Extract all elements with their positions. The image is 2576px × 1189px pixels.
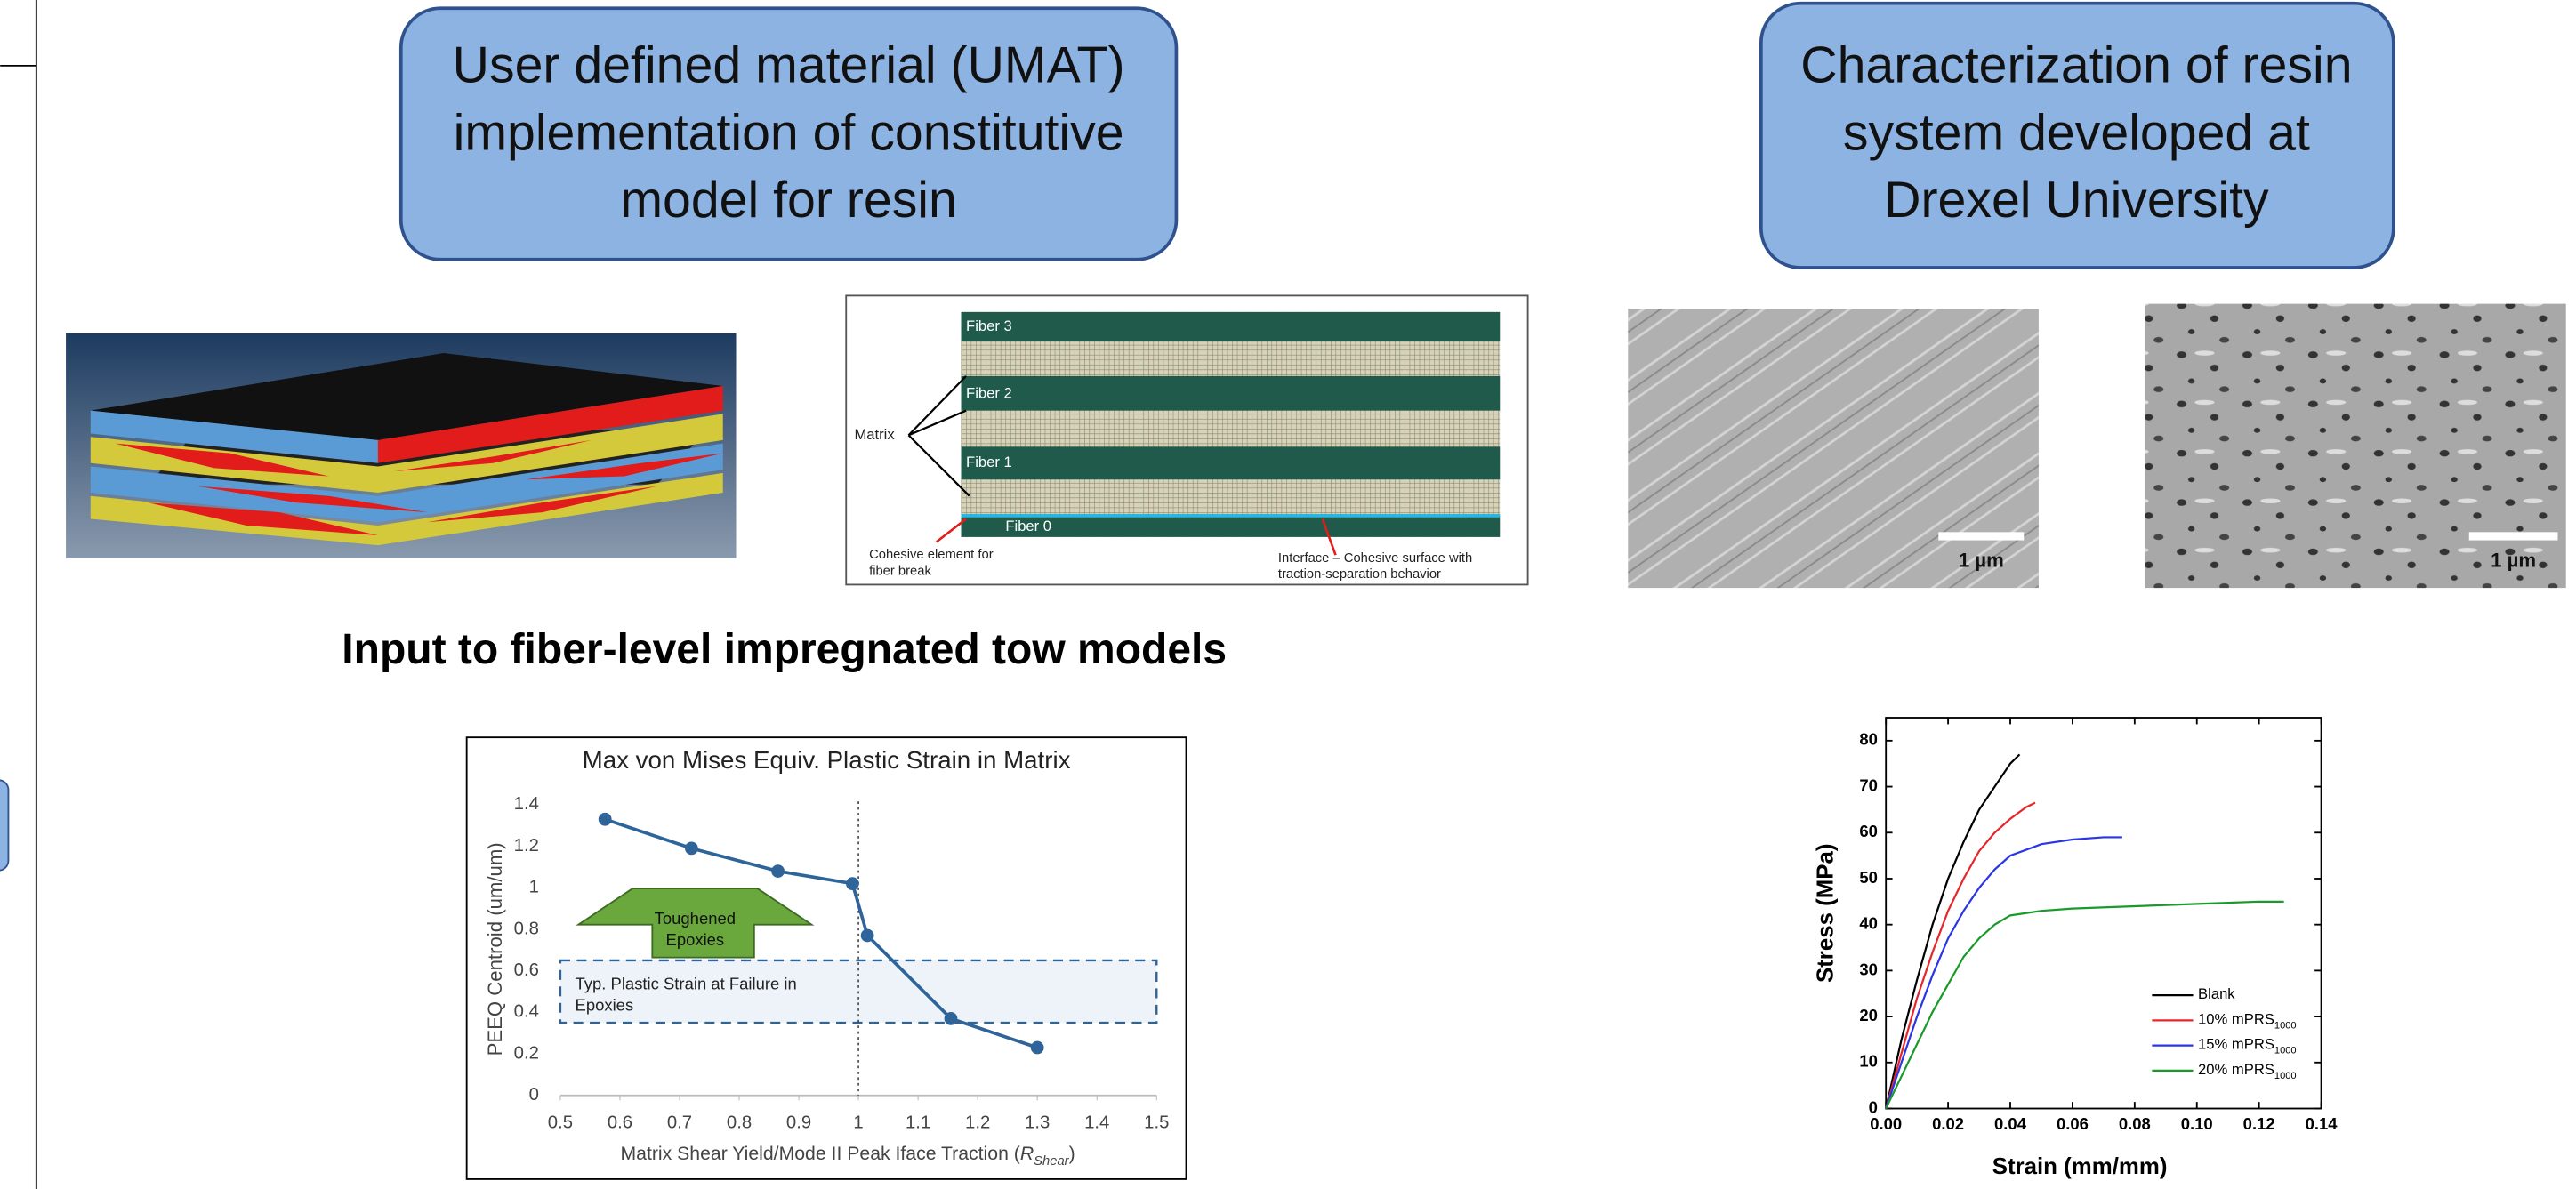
arrow-label: Toughened	[655, 909, 736, 928]
box-line: system developed at	[1843, 104, 2310, 161]
y-tick-label: 70	[1859, 775, 1878, 794]
x-tick-label: 0.6	[608, 1113, 632, 1132]
x-tick-label: 0.7	[667, 1113, 692, 1132]
y-tick-label: 60	[1859, 822, 1878, 840]
data-point	[1031, 1041, 1044, 1055]
laminate-image	[66, 333, 736, 558]
fiber-label: Fiber 0	[1005, 518, 1051, 534]
y-tick-label: 1.2	[514, 836, 539, 856]
x-tick-label: 0.12	[2243, 1114, 2275, 1133]
legend-subscript: 1000	[2274, 1071, 2297, 1081]
data-point	[771, 864, 785, 878]
legend-label: Blank	[2198, 985, 2235, 1002]
legend-label: 15% mPRS1000	[2198, 1036, 2297, 1056]
x-tick-label: 1	[853, 1113, 863, 1132]
x-tick-label: 1.2	[965, 1113, 990, 1132]
fiber-diagram: Fiber 3 Fiber 2 Fiber 1 Fiber 0 Matrix C…	[846, 295, 1527, 584]
data-point	[945, 1012, 958, 1025]
partial-box	[0, 780, 8, 871]
x-tick-label: 1.4	[1084, 1113, 1109, 1132]
section-heading: Input to fiber-level impregnated tow mod…	[342, 626, 1227, 673]
band-label: Epoxies	[576, 996, 634, 1015]
page: { "boxes":[ {"lines":["User defined mate…	[0, 0, 2576, 1189]
x-tick-label: 0.8	[727, 1113, 752, 1132]
y-tick-label: 1	[529, 878, 539, 897]
chart-frame	[467, 737, 1187, 1179]
fiber-label: Fiber 2	[966, 385, 1012, 402]
y-axis-label: Stress (MPa)	[1814, 843, 1839, 983]
x-tick-label: 0.04	[1994, 1114, 2027, 1133]
band-label: Typ. Plastic Strain at Failure in	[576, 975, 797, 993]
x-tick-label: 0.10	[2181, 1114, 2213, 1133]
legend-subscript: 1000	[2274, 1020, 2297, 1031]
chart-title: Max von Mises Equiv. Plastic Strain in M…	[583, 746, 1071, 774]
y-tick-label: 30	[1859, 960, 1878, 978]
legend-label: 20% mPRS1000	[2198, 1061, 2297, 1081]
x-tick-label: 0.14	[2306, 1114, 2339, 1133]
legend-subscript: 1000	[2274, 1046, 2297, 1056]
y-tick-label: 50	[1859, 868, 1878, 887]
cohesive-label: fiber break	[869, 565, 931, 579]
x-tick-label: 0.06	[2057, 1114, 2089, 1133]
fiber-label: Fiber 1	[966, 454, 1012, 470]
x-tick-label: 1.5	[1144, 1113, 1169, 1132]
x-tick-label: 0.08	[2119, 1114, 2151, 1133]
box-line: Characterization of resin	[1800, 37, 2352, 94]
box-line: User defined material (UMAT)	[453, 37, 1125, 94]
legend-name: 10% mPRS	[2198, 1011, 2274, 1028]
y-tick-label: 0	[529, 1085, 539, 1105]
y-tick-label: 0.6	[514, 960, 539, 980]
data-point	[685, 842, 698, 856]
x-axis-label: Strain (mm/mm)	[1992, 1154, 2168, 1179]
y-tick-label: 0.4	[514, 1002, 539, 1022]
y-tick-label: 0.2	[514, 1043, 539, 1063]
x-tick-label: 1.1	[906, 1113, 930, 1132]
scale-label: 1 µm	[2491, 549, 2536, 571]
data-line	[1886, 837, 2122, 1108]
y-tick-label: 80	[1859, 730, 1878, 749]
y-tick-label: 0.8	[514, 919, 539, 938]
legend-label: 10% mPRS1000	[2198, 1011, 2297, 1032]
matrix-label: Matrix	[854, 426, 895, 443]
y-tick-label: 20	[1859, 1006, 1878, 1024]
scale-label: 1 µm	[1959, 549, 2004, 571]
box-line: Drexel University	[1884, 172, 2269, 229]
y-tick-label: 10	[1859, 1052, 1878, 1071]
legend-name: 15% mPRS	[2198, 1036, 2274, 1053]
x-label-close: )	[1069, 1144, 1075, 1164]
interface-label: Interface – Cohesive surface with	[1278, 551, 1472, 566]
cohesive-label: Cohesive element for	[869, 548, 994, 562]
x-tick-label: 0.02	[1932, 1114, 1964, 1133]
y-tick-label: 40	[1859, 914, 1878, 933]
x-tick-label: 0.00	[1870, 1114, 1902, 1133]
data-point	[846, 877, 859, 890]
sem-image: 1 µm	[1628, 309, 2039, 588]
x-tick-label: 0.5	[548, 1113, 573, 1132]
x-label-symbol: R	[1020, 1144, 1034, 1164]
sem-image: 1 µm	[2145, 304, 2566, 588]
y-tick-label: 1.4	[514, 794, 539, 814]
box-line: model for resin	[620, 172, 957, 229]
legend-name: Blank	[2198, 985, 2235, 1002]
x-label-text: Matrix Shear Yield/Mode II Peak Iface Tr…	[621, 1144, 1020, 1164]
slide: User defined material (UMAT) implementat…	[0, 0, 2576, 1189]
legend-name: 20% mPRS	[2198, 1061, 2274, 1078]
x-label-subscript: Shear	[1034, 1154, 1069, 1169]
x-tick-label: 1.3	[1025, 1113, 1050, 1132]
arrow-label: Epoxies	[666, 930, 725, 949]
box-line: implementation of constitutive	[454, 104, 1124, 161]
fiber-label: Fiber 3	[966, 317, 1012, 334]
x-tick-label: 0.9	[786, 1113, 811, 1132]
data-point	[599, 813, 612, 826]
interface-label: traction-separation behavior	[1278, 567, 1441, 582]
y-axis-label: PEEQ Centroid (um/um)	[484, 842, 506, 1056]
data-point	[861, 929, 874, 943]
